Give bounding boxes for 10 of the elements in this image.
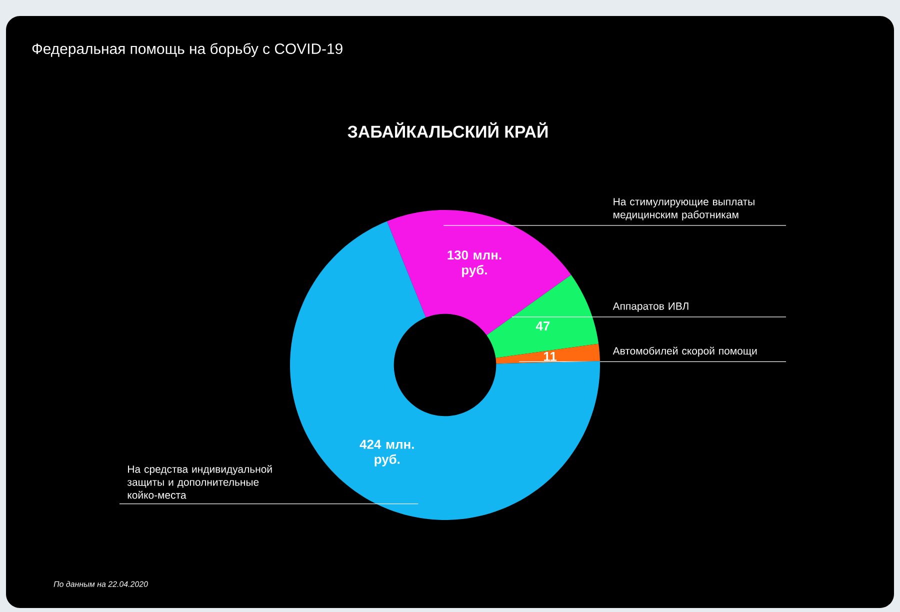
slice-label: На средства индивидуальной защиты и дополнительные койко-места: [127, 465, 272, 499]
slice-label: Аппаратов ИВЛ: [612, 302, 688, 312]
slice-label: Автомобилей скорой помощи: [612, 346, 757, 357]
data-label: 130 млн. руб.: [448, 250, 502, 278]
chart-subtitle: ЗАБАЙКАЛЬСКИЙ КРАЙ: [348, 122, 548, 138]
slice-label: На стимулирующие выплаты медицинским работникам: [614, 198, 754, 220]
data-label: 11: [544, 352, 557, 361]
chart-title: Федеральная помощь на борьбу с COVID-19: [32, 42, 342, 58]
data-label: 424 млн. руб.: [360, 440, 414, 466]
data-label: 47: [536, 322, 550, 330]
